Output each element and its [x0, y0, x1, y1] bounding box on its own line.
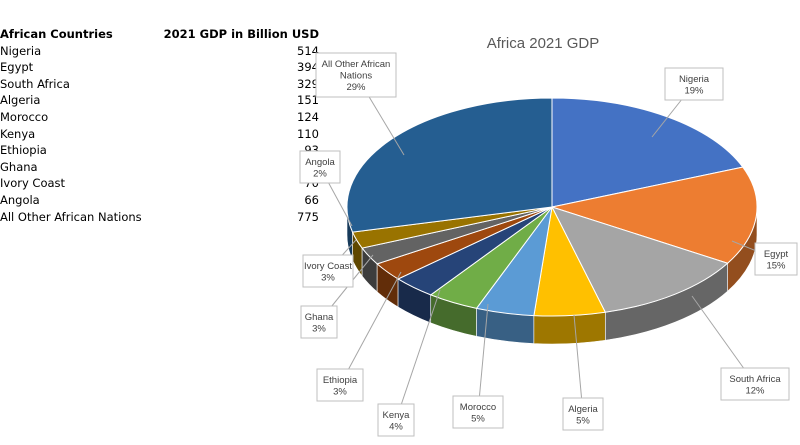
table-row: Kenya 110 [0, 126, 319, 143]
table-row: Ivory Coast70 [0, 175, 319, 192]
data-label-category: Ghana [305, 312, 334, 323]
data-label-percent: 3% [321, 272, 335, 283]
data-label-box [316, 368, 364, 402]
gdp-value-cell: 151 [297, 93, 319, 108]
pie-slice [550, 166, 758, 264]
table-row: Ghana74 [0, 159, 319, 176]
leader-line [573, 314, 583, 399]
data-label-category: Nations [340, 71, 372, 82]
table-row: Nigeria 514 [0, 43, 319, 60]
data-label-category: South Africa [729, 374, 781, 385]
country-name-cell: South Africa [0, 76, 70, 91]
pie-slice [346, 97, 553, 233]
data-label-box [300, 305, 338, 339]
data-label-percent: 5% [576, 415, 590, 426]
column-header-countries: African Countries [0, 27, 113, 41]
leader-line [348, 271, 402, 370]
gdp-value-cell: 514 [297, 43, 319, 58]
leader-line [368, 96, 405, 156]
data-label-box [299, 150, 341, 184]
table-row: Ethiopia 93 [0, 142, 319, 159]
data-label-percent: 3% [333, 386, 347, 397]
table-row: Egypt 394 [0, 59, 319, 76]
data-label-percent: 29% [346, 82, 366, 93]
table-row: Angola 66 [0, 192, 319, 209]
gdp-value-cell: 329 [297, 76, 319, 91]
data-label-percent: 19% [684, 85, 704, 96]
data-label-category: Egypt [764, 249, 789, 260]
table-row: South Africa 329 [0, 76, 319, 93]
data-label-box [720, 367, 790, 401]
leader-line [400, 289, 441, 405]
pie-slice-side [533, 311, 606, 345]
data-label-box [452, 395, 504, 429]
data-label-category: Morocco [460, 402, 496, 413]
country-name-cell: Ghana [0, 159, 38, 174]
column-header-gdp: 2021 GDP in Billion USD [163, 27, 319, 41]
gdp-value-cell: 66 [304, 192, 319, 207]
country-name-cell: Morocco [0, 109, 49, 124]
leader-line [328, 182, 353, 227]
chart-title: Africa 2021 GDP [487, 35, 600, 52]
data-label-box [315, 52, 397, 98]
leader-line [731, 240, 756, 251]
data-label-box [664, 67, 724, 101]
data-label-category: Algeria [568, 404, 598, 415]
gdp-value-cell: 124 [297, 109, 319, 124]
country-name-cell: Ivory Coast [0, 176, 66, 191]
pie-sides [346, 206, 758, 345]
country-name-cell: Kenya [0, 126, 36, 141]
data-label-percent: 12% [745, 385, 765, 396]
leader-line [478, 303, 489, 397]
leader-line [651, 99, 682, 138]
leader-line [691, 295, 744, 369]
data-label-box [302, 254, 354, 288]
table-row: Morocco 124 [0, 109, 319, 126]
data-label-box [754, 242, 798, 276]
pie-tops [346, 97, 758, 317]
data-label-category: Kenya [383, 410, 411, 421]
table-header-row: African Countries 2021 GDP in Billion US… [0, 26, 319, 43]
country-name-cell: Angola [0, 192, 40, 207]
leader-line [342, 239, 357, 256]
gdp-value-cell: 110 [297, 126, 319, 141]
table-row: Algeria 151 [0, 92, 319, 109]
data-label-category: Nigeria [679, 74, 710, 85]
data-label-category: Angola [305, 157, 335, 168]
gdp-data-table: African Countries 2021 GDP in Billion US… [0, 26, 319, 225]
data-label-box [377, 403, 415, 437]
data-label-category: Ivory Coast [304, 261, 352, 272]
data-label-percent: 15% [766, 260, 786, 271]
country-name-cell: All Other African Nations [0, 209, 142, 224]
pie-slice [551, 206, 729, 313]
table-row: All Other African Nations 775 [0, 209, 319, 226]
gdp-value-cell: 394 [297, 60, 319, 75]
data-label-box [562, 397, 604, 431]
country-name-cell: Egypt [0, 60, 34, 75]
data-label-category: All Other African [322, 59, 391, 70]
data-label-category: Ethiopia [323, 375, 358, 386]
data-label-percent: 5% [471, 413, 485, 424]
country-name-cell: Ethiopia [0, 143, 47, 158]
data-label-percent: 2% [313, 168, 327, 179]
country-name-cell: Algeria [0, 93, 41, 108]
country-name-cell: Nigeria [0, 43, 42, 58]
gdp-value-cell: 775 [297, 209, 319, 224]
data-label-percent: 3% [312, 323, 326, 334]
data-label-percent: 4% [389, 421, 403, 432]
